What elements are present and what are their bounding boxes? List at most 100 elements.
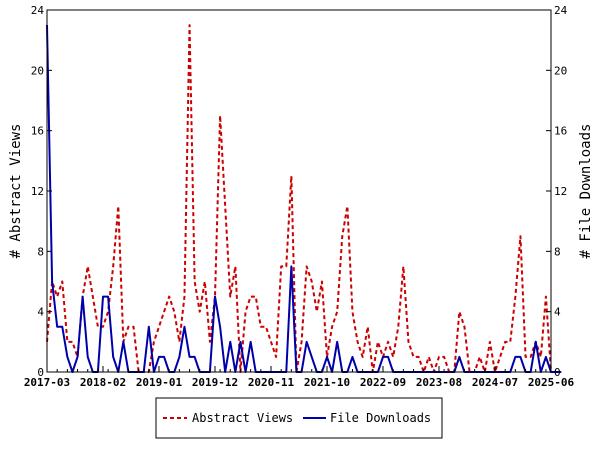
data-point-file-downloads bbox=[67, 356, 68, 357]
data-point-abstract-views bbox=[225, 205, 226, 206]
data-point-abstract-views bbox=[464, 326, 465, 327]
data-point-abstract-views bbox=[377, 341, 378, 342]
data-point-abstract-views bbox=[97, 326, 98, 327]
data-point-abstract-views bbox=[270, 341, 271, 342]
data-point-abstract-views bbox=[87, 266, 88, 267]
data-point-abstract-views bbox=[281, 266, 282, 267]
data-point-file-downloads bbox=[158, 356, 159, 357]
y-axis-label-left: # Abstract Views bbox=[8, 124, 24, 259]
data-point-abstract-views bbox=[209, 341, 210, 342]
data-point-abstract-views bbox=[102, 326, 103, 327]
data-point-abstract-views bbox=[128, 326, 129, 327]
data-point-file-downloads bbox=[306, 341, 307, 342]
data-point-abstract-views bbox=[275, 356, 276, 357]
data-point-file-downloads bbox=[459, 356, 460, 357]
data-point-abstract-views bbox=[311, 281, 312, 282]
data-point-abstract-views bbox=[459, 311, 460, 312]
x-tick-label: 2019-12 bbox=[192, 376, 238, 389]
data-point-abstract-views bbox=[525, 356, 526, 357]
data-point-abstract-views bbox=[342, 236, 343, 237]
data-point-abstract-views bbox=[219, 115, 220, 116]
data-point-abstract-views bbox=[184, 296, 185, 297]
ticks-layer: 0 0 4 4 8 8 12 12 16 16 20 20 24 24 2017-03 2018-02 2019… bbox=[24, 4, 575, 389]
data-point-abstract-views bbox=[67, 341, 68, 342]
y-tick-label-right: 24 bbox=[554, 4, 568, 17]
y-tick-label-left: 12 bbox=[31, 185, 44, 198]
data-point-file-downloads bbox=[123, 341, 124, 342]
data-point-abstract-views bbox=[153, 341, 154, 342]
data-point-abstract-views bbox=[489, 341, 490, 342]
data-point-abstract-views bbox=[265, 326, 266, 327]
data-point-abstract-views bbox=[92, 296, 93, 297]
data-point-abstract-views bbox=[245, 311, 246, 312]
x-tick-label: 2019-01 bbox=[136, 376, 183, 389]
legend: Abstract Views File Downloads bbox=[155, 397, 443, 439]
data-point-abstract-views bbox=[403, 266, 404, 267]
data-point-file-downloads bbox=[148, 326, 149, 327]
data-point-file-downloads bbox=[214, 296, 215, 297]
y-axis-label-right: # File Downloads bbox=[578, 124, 594, 259]
y-tick-label-left: 4 bbox=[37, 306, 44, 319]
data-point-abstract-views bbox=[443, 356, 444, 357]
x-tick-label: 2022-09 bbox=[360, 376, 406, 389]
data-point-file-downloads bbox=[82, 296, 83, 297]
x-tick-label: 2024-07 bbox=[472, 376, 518, 389]
data-point-abstract-views bbox=[260, 326, 261, 327]
data-point-file-downloads bbox=[515, 356, 516, 357]
data-point-file-downloads bbox=[545, 356, 546, 357]
data-point-file-downloads bbox=[179, 356, 180, 357]
data-point-abstract-views bbox=[367, 326, 368, 327]
data-point-abstract-views bbox=[235, 266, 236, 267]
x-tick-label: 2023-08 bbox=[416, 376, 462, 389]
data-point-abstract-views bbox=[158, 326, 159, 327]
data-point-abstract-views bbox=[530, 356, 531, 357]
data-point-abstract-views bbox=[520, 236, 521, 237]
data-point-abstract-views bbox=[255, 296, 256, 297]
data-point-file-downloads bbox=[311, 356, 312, 357]
data-point-file-downloads bbox=[102, 296, 103, 297]
data-point-abstract-views bbox=[540, 356, 541, 357]
legend-label-file-downloads: File Downloads bbox=[330, 411, 431, 425]
data-point-abstract-views bbox=[398, 326, 399, 327]
x-tick-label: 2017-03 bbox=[24, 376, 70, 389]
data-point-abstract-views bbox=[413, 356, 414, 357]
y-tick-label-right: 16 bbox=[554, 125, 567, 138]
y-tick-label-right: 0 bbox=[554, 366, 561, 379]
data-point-abstract-views bbox=[510, 341, 511, 342]
data-point-file-downloads bbox=[87, 356, 88, 357]
data-point-abstract-views bbox=[163, 311, 164, 312]
data-point-file-downloads bbox=[520, 356, 521, 357]
data-point-abstract-views bbox=[306, 266, 307, 267]
data-point-file-downloads bbox=[194, 356, 195, 357]
data-point-file-downloads bbox=[561, 371, 562, 372]
data-point-abstract-views bbox=[545, 296, 546, 297]
y-tick-label-left: 24 bbox=[31, 4, 45, 17]
data-point-abstract-views bbox=[133, 326, 134, 327]
data-point-file-downloads bbox=[250, 341, 251, 342]
legend-label-abstract-views: Abstract Views bbox=[192, 411, 293, 425]
data-point-file-downloads bbox=[163, 356, 164, 357]
data-point-abstract-views bbox=[337, 311, 338, 312]
data-point-abstract-views bbox=[505, 341, 506, 342]
data-point-abstract-views bbox=[357, 341, 358, 342]
data-point-file-downloads bbox=[387, 356, 388, 357]
data-point-abstract-views bbox=[316, 311, 317, 312]
data-point-abstract-views bbox=[250, 296, 251, 297]
y-tick-label-left: 20 bbox=[31, 64, 44, 77]
y-tick-label-right: 20 bbox=[554, 64, 567, 77]
data-point-abstract-views bbox=[347, 205, 348, 206]
data-point-abstract-views bbox=[72, 341, 73, 342]
data-point-abstract-views bbox=[174, 311, 175, 312]
data-point-abstract-views bbox=[499, 356, 500, 357]
data-point-file-downloads bbox=[113, 356, 114, 357]
data-point-abstract-views bbox=[179, 341, 180, 342]
data-point-file-downloads bbox=[230, 341, 231, 342]
data-point-abstract-views bbox=[362, 356, 363, 357]
data-point-file-downloads bbox=[337, 341, 338, 342]
series-line-abstract-views bbox=[46, 24, 562, 373]
data-point-file-downloads bbox=[291, 266, 292, 267]
data-point-abstract-views bbox=[515, 296, 516, 297]
data-point-file-downloads bbox=[57, 326, 58, 327]
